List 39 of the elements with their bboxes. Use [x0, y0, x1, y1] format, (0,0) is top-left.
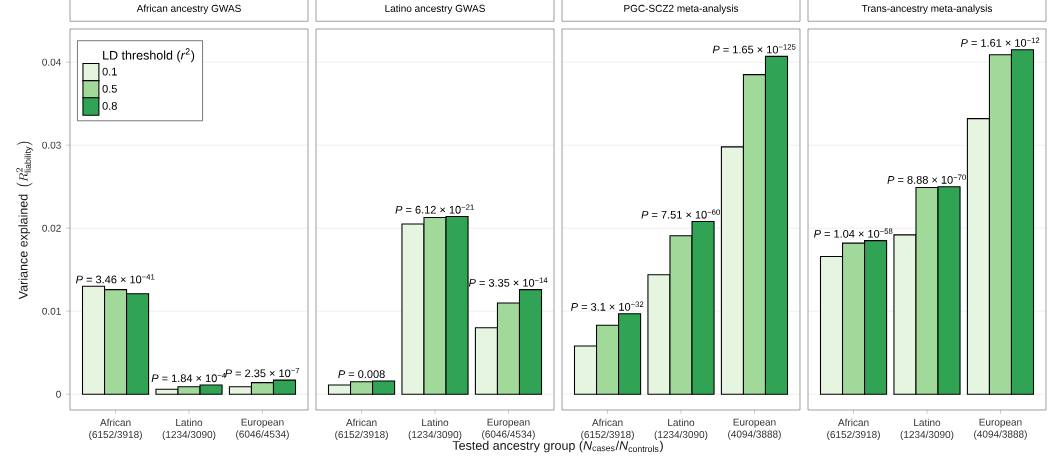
x-tick-label: Latino (1234/3090)	[162, 418, 216, 441]
y-tick-label: 0	[56, 390, 61, 398]
x-tick-label: European (4094/3888)	[728, 418, 781, 440]
y-tick-label: 0.01	[42, 307, 61, 315]
annotation: P = 1.65 × 10$^{−125}$	[712, 44, 796, 54]
annotation: P = 8.88 × 10$^{−70}$	[887, 174, 966, 184]
annotation: P = 2.35 × 10$^{−7}$	[225, 368, 300, 378]
chart-title: Trans-ancestry meta-analysis	[861, 4, 993, 14]
annotation: P = 7.51 × 10$^{−60}$	[641, 209, 720, 219]
x-tick-label: European (4094/3888)	[974, 418, 1027, 440]
chart-title: Latino ancestry GWAS	[385, 4, 485, 14]
annotation: P = 6.12 × 10$^{−21}$	[395, 204, 474, 214]
chart-title: African ancestry GWAS	[136, 4, 241, 14]
x-tick-label: African (6152/3918)	[335, 418, 388, 441]
legend-label: 0.1	[102, 67, 117, 76]
annotation: P = 1.04 × 10$^{−58}$	[813, 228, 893, 238]
x-tick-label: African (6152/3918)	[581, 418, 634, 441]
legend-title: LD threshold (r$^{2}$)	[103, 48, 195, 63]
y-tick-label: 0.02	[42, 224, 61, 232]
legend-label: 0.5	[102, 84, 117, 93]
y-tick-label: 0.03	[42, 141, 61, 149]
annotation: P = 3.46 × 10$^{−41}$	[76, 274, 155, 284]
annotation: P = 1.84 × 10$^{−4}$	[151, 372, 226, 383]
y-tick-label: 0.04	[42, 58, 62, 66]
x-tick-label: European (6046/4534)	[482, 418, 535, 440]
annotation: P = 1.61 × 10$^{−12}$	[960, 37, 1040, 47]
x-tick-label: Latino (1234/3090)	[654, 418, 708, 441]
x-tick-label: African (6152/3918)	[827, 418, 880, 441]
x-tick-label: Latino (1234/3090)	[900, 418, 954, 441]
x-tick-label: Latino (1234/3090)	[408, 418, 462, 441]
annotation: P = 0.008	[338, 370, 385, 378]
x-tick-label: European (6046/4534)	[236, 418, 289, 440]
legend-label: 0.8	[102, 102, 117, 110]
annotation: P = 3.1 × 10$^{−32}$	[571, 301, 644, 311]
x-tick-label: African (6152/3918)	[89, 418, 142, 441]
chart-title: PGC-SCZ2 meta-analysis	[624, 4, 739, 14]
y-axis-title: $\mbox{Variance explained }\left(R^{2}_{\mathrm{liability}}\right)$	[16, 141, 33, 300]
annotation: P = 3.35 × 10$^{−14}$	[468, 277, 548, 287]
x-axis-title: Tested ancestry group (N$_{cases}$/N$_{controls}$)	[452, 440, 663, 453]
